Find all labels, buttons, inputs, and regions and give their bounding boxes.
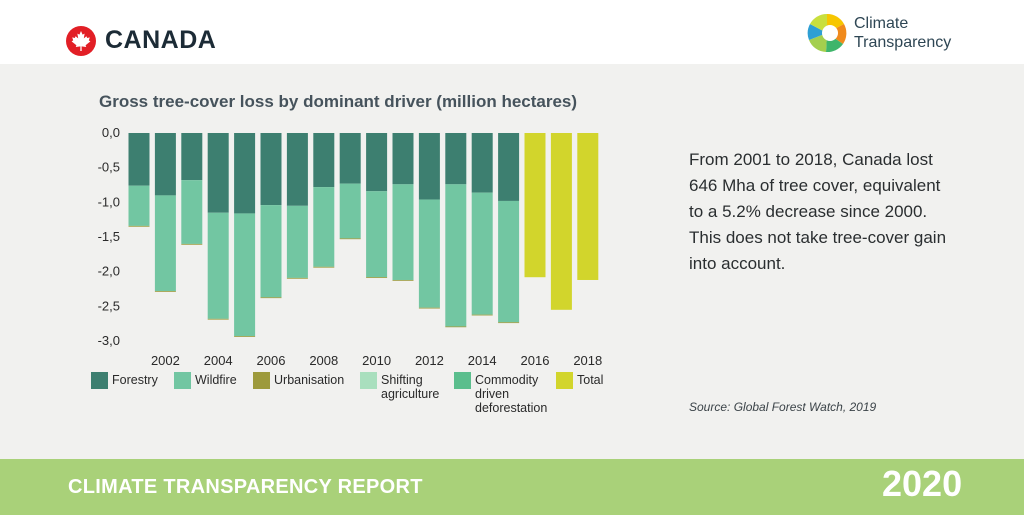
report-year: 2020 [882, 463, 963, 504]
bar-segment [418, 133, 440, 200]
bar-segment [260, 133, 282, 206]
y-tick-label: -0,5 [98, 160, 120, 175]
bar-segment [471, 133, 493, 193]
bar-segment [498, 133, 520, 201]
bar-segment [128, 133, 150, 186]
maple-leaf-icon [66, 26, 96, 56]
bar-segment [286, 205, 308, 278]
bar-segment [445, 133, 467, 185]
bar-segment [181, 180, 203, 244]
bar-segment [392, 133, 414, 185]
legend-swatch [253, 372, 270, 389]
y-tick-label: -3,0 [98, 333, 120, 348]
bar-segment [445, 326, 467, 328]
bar-segment [445, 184, 467, 327]
y-tick-label: -1,0 [98, 194, 120, 209]
bar-segment [498, 322, 520, 324]
bar-segment [154, 291, 176, 292]
legend-swatch [556, 372, 573, 389]
bar-segment [339, 183, 361, 239]
legend-label: Forestry [112, 373, 158, 387]
x-tick-label: 2006 [257, 353, 286, 368]
bar-segment [339, 133, 361, 184]
bar-segment [313, 133, 335, 188]
bar-segment [234, 213, 256, 337]
bar-segment [207, 212, 229, 319]
header-bar: CANADA Climate Transparency [0, 0, 1024, 64]
bar-segment [234, 133, 256, 214]
y-tick-label: -2,0 [98, 264, 120, 279]
climate-transparency-logo-icon [807, 13, 847, 53]
bar-segment [234, 336, 256, 337]
bar-segment [418, 307, 440, 309]
y-tick-label: -2,5 [98, 298, 120, 313]
x-tick-label: 2016 [521, 353, 550, 368]
country-name: CANADA [105, 26, 217, 54]
x-tick-label: 2014 [468, 353, 497, 368]
bar-segment [418, 199, 440, 308]
bar-segment [181, 133, 203, 181]
tree-cover-loss-chart: 0,0 -0,5 -1,0 -1,5 -2,0 -2,5 -3,0 2002 2004 2006 2… [98, 125, 603, 368]
x-tick-label: 2018 [573, 353, 602, 368]
x-tick-label: 2008 [309, 353, 338, 368]
bar-segment [339, 238, 361, 240]
legend-swatch [454, 372, 471, 389]
bar-segment [550, 133, 572, 310]
bar-segment [577, 133, 599, 280]
bar-segment [366, 277, 388, 279]
brand-line-2: Transparency [854, 34, 952, 51]
footer-bar [0, 459, 1024, 515]
legend-label: Commodity driven deforestation [475, 373, 548, 415]
bar-segment [128, 185, 150, 226]
legend-swatch [174, 372, 191, 389]
bar-segment [471, 314, 493, 316]
x-tick-label: 2012 [415, 353, 444, 368]
bar-segment [286, 277, 308, 279]
bar-segment [128, 225, 150, 227]
legend-item: Shifting agriculture [360, 372, 439, 401]
brand-name: Climate Transparency [854, 14, 951, 52]
legend-label: Urbanisation [274, 373, 345, 387]
legend-label: Shifting agriculture [381, 373, 440, 401]
legend-item: Forestry [91, 372, 158, 389]
bar-segment [154, 195, 176, 292]
legend-item: Commodity driven deforestation [454, 372, 547, 415]
bar-segment [366, 191, 388, 278]
source-citation: Source: Global Forest Watch, 2019 [689, 400, 877, 414]
bar-segment [181, 243, 203, 245]
x-tick-label: 2004 [204, 353, 233, 368]
summary-note: From 2001 to 2018, Canada lost 646 Mha o… [689, 150, 947, 273]
bar-segment [313, 187, 335, 267]
x-tick-label: 2010 [362, 353, 391, 368]
bar-segment [498, 200, 520, 323]
legend-item: Total [556, 372, 603, 389]
y-tick-label: 0,0 [102, 125, 120, 140]
chart-title: Gross tree-cover loss by dominant driver… [99, 92, 578, 111]
bar-segment [260, 205, 282, 298]
bar-segment [392, 279, 414, 281]
bar-segment [286, 133, 308, 206]
bar-segment [392, 184, 414, 280]
bar-segment [207, 133, 229, 213]
legend-label: Wildfire [195, 373, 237, 387]
y-tick-label: -1,5 [98, 229, 120, 244]
bar-segment [260, 297, 282, 299]
legend-swatch [360, 372, 377, 389]
bar-segment [524, 133, 546, 278]
x-tick-label: 2002 [151, 353, 180, 368]
legend-swatch [91, 372, 108, 389]
report-title: CLIMATE TRANSPARENCY REPORT [68, 476, 423, 498]
brand-line-1: Climate [854, 15, 909, 32]
bar-segment [471, 192, 493, 315]
legend-item: Urbanisation [253, 372, 344, 389]
bar-segment [366, 133, 388, 192]
bar-segment [154, 133, 176, 196]
bar-segment [313, 266, 335, 268]
legend-label: Total [577, 373, 604, 387]
legend-item: Wildfire [174, 372, 237, 389]
bar-segment [207, 318, 229, 320]
